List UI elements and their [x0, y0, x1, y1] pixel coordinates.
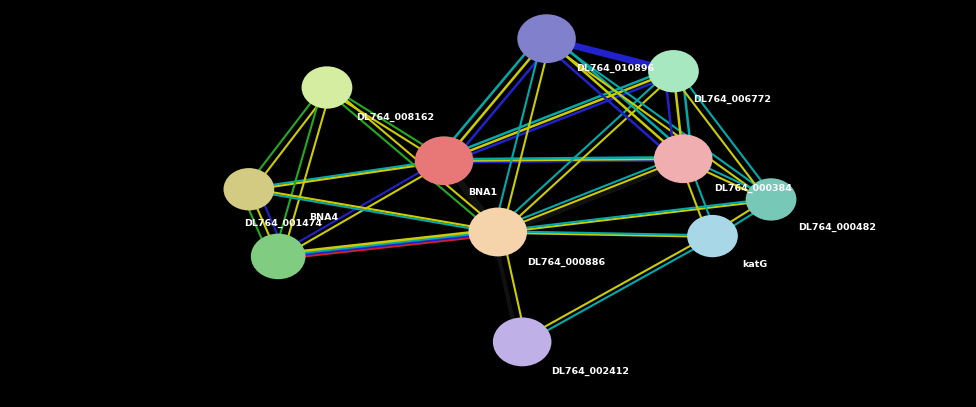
- Text: katG: katG: [742, 260, 767, 269]
- Ellipse shape: [468, 208, 527, 256]
- Text: DL764_000886: DL764_000886: [527, 258, 605, 267]
- Ellipse shape: [746, 178, 796, 221]
- Ellipse shape: [251, 234, 305, 279]
- Ellipse shape: [648, 50, 699, 92]
- Text: DL764_006772: DL764_006772: [693, 95, 771, 104]
- Text: DL764_010896: DL764_010896: [576, 64, 654, 73]
- Ellipse shape: [415, 136, 473, 185]
- Ellipse shape: [654, 134, 712, 183]
- Ellipse shape: [493, 317, 551, 366]
- Text: DL764_000384: DL764_000384: [714, 184, 793, 193]
- Ellipse shape: [224, 168, 274, 210]
- Text: DL764_002412: DL764_002412: [551, 368, 630, 376]
- Ellipse shape: [517, 14, 576, 63]
- Text: BNA4: BNA4: [309, 213, 339, 222]
- Text: DL764_001474: DL764_001474: [244, 219, 322, 228]
- Text: BNA1: BNA1: [468, 188, 498, 197]
- Text: DL764_000482: DL764_000482: [798, 223, 876, 232]
- Ellipse shape: [302, 66, 352, 109]
- Ellipse shape: [687, 215, 738, 257]
- Text: DL764_008162: DL764_008162: [356, 113, 434, 122]
